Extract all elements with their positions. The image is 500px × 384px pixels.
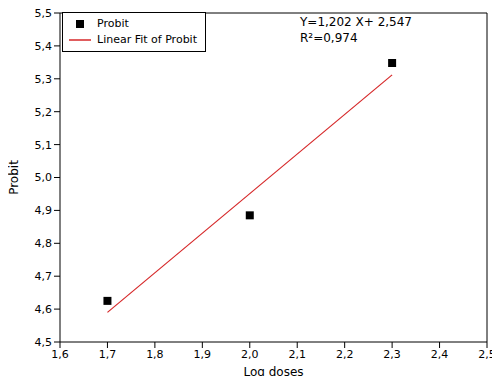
svg-text:2,1: 2,1 [288, 348, 306, 361]
html-text:Probit: Probit [97, 17, 129, 30]
svg-text:2,4: 2,4 [431, 348, 449, 361]
svg-text:5,5: 5,5 [35, 8, 53, 20]
svg-text:5,2: 5,2 [35, 106, 53, 119]
html-text:R²=0,974: R²=0,974 [300, 31, 358, 45]
svg-text:1,9: 1,9 [194, 348, 212, 361]
svg-text:2,5: 2,5 [478, 348, 492, 361]
svg-text:4,7: 4,7 [35, 270, 53, 283]
svg-text:2,2: 2,2 [336, 348, 354, 361]
svg-text:Probit: Probit [8, 160, 21, 195]
svg-text:4,9: 4,9 [35, 204, 53, 217]
html-text:Y=1,202 X+ 2,547: Y=1,202 X+ 2,547 [300, 15, 412, 29]
svg-text:1,7: 1,7 [99, 348, 117, 361]
svg-text:1,6: 1,6 [51, 348, 69, 361]
svg-text:5,3: 5,3 [35, 73, 53, 86]
svg-text:5,0: 5,0 [35, 171, 53, 184]
svg-text:4,6: 4,6 [35, 303, 53, 316]
html-text:Linear Fit of Probit: Linear Fit of Probit [97, 33, 197, 46]
svg-text:4,5: 4,5 [35, 336, 53, 349]
svg-text:4,8: 4,8 [35, 237, 53, 250]
svg-text:2,3: 2,3 [383, 348, 401, 361]
svg-text:5,1: 5,1 [35, 139, 53, 152]
svg-text:2,0: 2,0 [241, 348, 259, 361]
svg-text:1,8: 1,8 [146, 348, 164, 361]
svg-text:Log doses: Log doses [243, 365, 303, 376]
svg-text:5,4: 5,4 [35, 40, 53, 53]
